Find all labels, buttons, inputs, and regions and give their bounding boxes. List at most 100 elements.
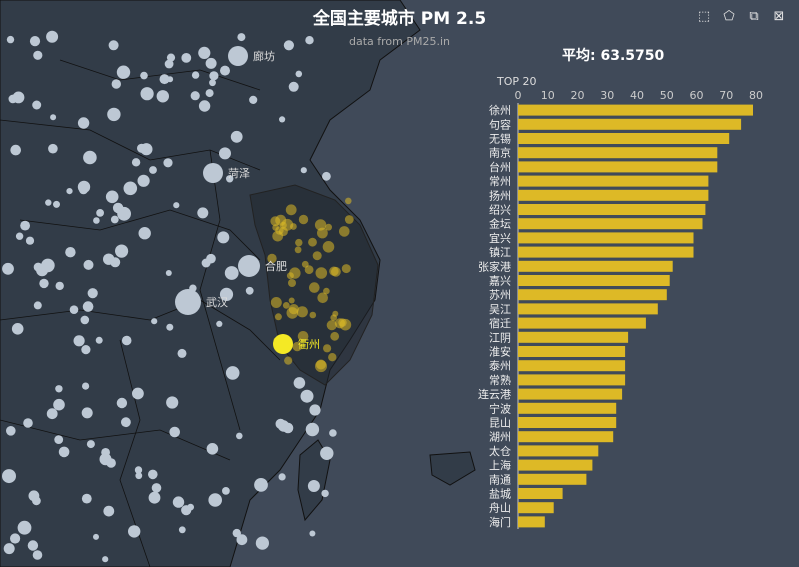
city-point[interactable] xyxy=(206,253,216,264)
selected-city-point[interactable] xyxy=(292,341,302,352)
city-point[interactable] xyxy=(81,407,93,419)
selected-city-point[interactable] xyxy=(330,331,340,341)
city-point[interactable] xyxy=(3,543,15,555)
city-point[interactable] xyxy=(103,505,115,517)
city-point[interactable] xyxy=(81,345,91,355)
city-point[interactable] xyxy=(77,117,90,129)
city-point[interactable] xyxy=(46,408,58,420)
selected-city-point[interactable] xyxy=(282,302,290,309)
city-point[interactable] xyxy=(249,95,258,104)
city-point[interactable] xyxy=(205,89,214,98)
selected-city-point[interactable] xyxy=(322,241,335,253)
city-point[interactable] xyxy=(149,166,157,174)
city-point[interactable] xyxy=(295,70,303,78)
selected-city-point[interactable] xyxy=(278,227,288,237)
bar[interactable] xyxy=(518,459,593,471)
city-point[interactable] xyxy=(11,323,24,335)
selected-city-point[interactable] xyxy=(345,197,352,205)
city-point[interactable] xyxy=(83,259,94,270)
city-point[interactable] xyxy=(105,190,119,204)
bar[interactable] xyxy=(518,303,658,315)
selected-city-point[interactable] xyxy=(309,282,320,293)
selected-city-point[interactable] xyxy=(286,272,294,280)
city-point[interactable] xyxy=(108,40,119,51)
city-point[interactable] xyxy=(329,429,337,437)
selected-city-point[interactable] xyxy=(285,204,297,216)
selected-city-point[interactable] xyxy=(290,223,297,230)
city-point[interactable] xyxy=(197,207,209,219)
city-point[interactable] xyxy=(148,491,161,504)
bar[interactable] xyxy=(518,331,629,343)
city-point[interactable] xyxy=(80,315,90,325)
city-point[interactable] xyxy=(216,320,223,327)
city-point[interactable] xyxy=(2,469,16,484)
city-point[interactable] xyxy=(226,175,234,183)
selected-city-point[interactable] xyxy=(339,226,350,237)
city-point[interactable] xyxy=(86,440,95,449)
bar[interactable] xyxy=(518,218,703,230)
city-point[interactable] xyxy=(121,335,132,346)
city-point[interactable] xyxy=(209,79,216,87)
selected-city-point[interactable] xyxy=(298,214,309,225)
city-point[interactable] xyxy=(159,74,170,85)
city-point[interactable] xyxy=(121,417,131,428)
bar[interactable] xyxy=(518,502,554,514)
city-point[interactable] xyxy=(277,420,290,432)
city-point[interactable] xyxy=(236,534,248,546)
city-point[interactable] xyxy=(131,158,141,167)
city-point[interactable] xyxy=(163,158,173,168)
city-point[interactable] xyxy=(321,489,329,498)
city-point[interactable] xyxy=(135,472,143,480)
selected-city-point[interactable] xyxy=(315,267,328,279)
selected-city-point[interactable] xyxy=(294,246,302,254)
city-point[interactable] xyxy=(8,94,18,104)
city-point[interactable] xyxy=(33,301,42,310)
city-point[interactable] xyxy=(50,114,57,121)
city-point[interactable] xyxy=(156,90,169,103)
city-point[interactable] xyxy=(137,174,150,187)
city-point[interactable] xyxy=(111,79,122,89)
city-point[interactable] xyxy=(217,231,230,244)
city-point[interactable] xyxy=(25,236,35,245)
city-point[interactable] xyxy=(27,540,39,551)
city-point[interactable] xyxy=(219,287,234,301)
city-point[interactable] xyxy=(10,533,21,544)
city-point[interactable] xyxy=(140,71,148,80)
bar[interactable] xyxy=(518,133,730,144)
selected-city-point[interactable] xyxy=(267,253,277,264)
selected-city-point[interactable] xyxy=(284,356,293,365)
city-point[interactable] xyxy=(81,493,92,504)
city-point[interactable] xyxy=(45,199,52,206)
city-point-labeled[interactable] xyxy=(273,334,293,354)
city-point[interactable] xyxy=(39,278,49,289)
city-point[interactable] xyxy=(115,244,129,258)
city-point[interactable] xyxy=(48,143,58,154)
selected-city-point[interactable] xyxy=(331,266,341,277)
city-point[interactable] xyxy=(96,209,104,217)
city-point[interactable] xyxy=(132,387,144,400)
city-point[interactable] xyxy=(6,426,16,436)
bar[interactable] xyxy=(518,204,706,215)
selected-city-point[interactable] xyxy=(288,279,296,287)
selected-city-point[interactable] xyxy=(308,237,317,247)
polygon-select-icon[interactable]: ⬠ xyxy=(723,9,735,24)
city-point[interactable] xyxy=(305,422,320,437)
bar[interactable] xyxy=(518,317,646,329)
bar[interactable] xyxy=(518,388,623,400)
city-point[interactable] xyxy=(255,536,269,550)
city-point[interactable] xyxy=(87,288,98,299)
selected-city-point[interactable] xyxy=(341,264,351,274)
city-point[interactable] xyxy=(166,323,174,331)
city-point[interactable] xyxy=(33,262,43,272)
city-point[interactable] xyxy=(288,81,299,92)
city-point[interactable] xyxy=(120,69,128,77)
city-point[interactable] xyxy=(309,404,321,416)
city-point[interactable] xyxy=(177,348,187,358)
selected-city-point[interactable] xyxy=(325,223,332,231)
city-point[interactable] xyxy=(178,526,186,534)
city-point[interactable] xyxy=(232,528,241,538)
bar[interactable] xyxy=(518,374,626,386)
city-point[interactable] xyxy=(103,253,115,265)
bar[interactable] xyxy=(518,161,718,173)
